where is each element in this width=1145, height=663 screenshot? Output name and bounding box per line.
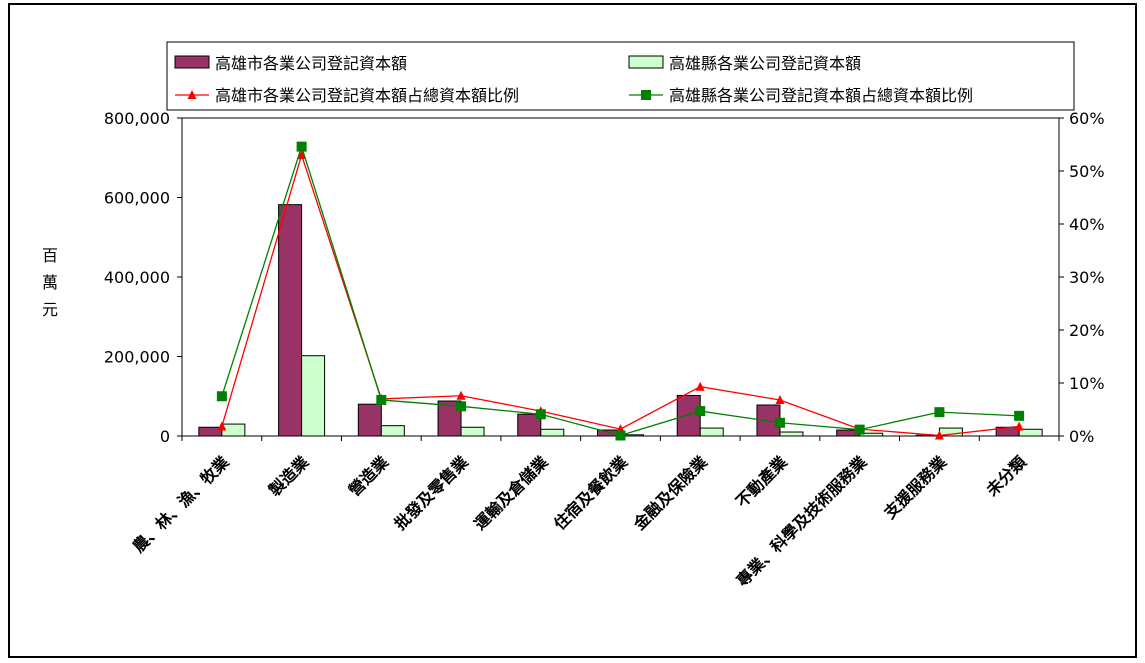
x-tick-label: 金融及保險業 — [629, 452, 712, 535]
legend-marker — [641, 90, 651, 100]
bar — [301, 355, 326, 437]
point — [854, 424, 865, 435]
bar — [1018, 428, 1043, 437]
x-tick-label: 製造業 — [264, 452, 313, 501]
bar — [380, 425, 405, 437]
point — [296, 141, 307, 152]
bar — [357, 403, 382, 437]
x-tick-label: 住宿及餐飲業 — [550, 452, 632, 534]
point — [216, 391, 227, 402]
point — [1014, 410, 1025, 421]
x-tick-label: 專業、科學及技術服務業 — [733, 452, 872, 591]
point — [456, 390, 466, 400]
y2-tick-label: 30% — [1069, 268, 1105, 287]
x-tick-label: 批發及零售業 — [391, 452, 473, 534]
point — [456, 401, 467, 412]
combo-chart: 0 200,000 400,000 600,000 800,000 0% 10% 20% 30%… — [42, 41, 1105, 591]
point — [774, 417, 785, 428]
point — [217, 421, 227, 431]
bar — [460, 426, 485, 437]
y2-tick-label: 10% — [1069, 374, 1105, 393]
y-axis-label: 元 — [42, 300, 58, 319]
bar — [517, 413, 542, 437]
x-tick-label: 運輸及倉儲業 — [470, 452, 552, 534]
legend-marker — [187, 90, 197, 99]
x-tick-label: 未分類 — [982, 452, 1031, 501]
chart-frame: 0 200,000 400,000 600,000 800,000 0% 10% 20% 30%… — [8, 3, 1137, 658]
legend-box — [166, 41, 1075, 111]
y-axis-label: 萬 — [42, 273, 58, 292]
x-tick-label: 農、林、漁、牧業 — [129, 452, 234, 557]
y-tick-label: 200,000 — [104, 348, 170, 367]
legend-label: 高雄市各業公司登記資本額占總資本額比例 — [215, 86, 519, 105]
point — [775, 394, 785, 404]
plot-area — [181, 117, 1060, 437]
bar — [699, 427, 724, 437]
y-tick-label: 800,000 — [104, 109, 170, 128]
point — [615, 430, 626, 441]
point — [297, 150, 307, 160]
y2-tick-label: 60% — [1069, 109, 1105, 128]
bar — [779, 431, 804, 437]
legend-swatch — [174, 55, 210, 69]
bar — [437, 400, 462, 437]
y-tick-label: 0 — [160, 427, 170, 446]
y-axis-label: 百 — [42, 246, 58, 265]
y2-tick-label: 0% — [1069, 427, 1094, 446]
point — [695, 381, 705, 391]
point — [934, 407, 945, 418]
legend-swatch — [628, 55, 664, 69]
legend-label: 高雄市各業公司登記資本額 — [215, 54, 407, 73]
point — [535, 409, 546, 420]
legend-label: 高雄縣各業公司登記資本額 — [669, 54, 861, 73]
x-tick-label: 營造業 — [345, 452, 393, 500]
x-tick-label: 支援服務業 — [880, 452, 951, 523]
point — [934, 430, 944, 440]
bar — [540, 428, 565, 437]
point — [1014, 421, 1024, 431]
y2-tick-label: 50% — [1069, 162, 1105, 181]
point — [695, 406, 706, 417]
y2-tick-label: 20% — [1069, 321, 1105, 340]
point — [376, 394, 387, 405]
bar — [278, 204, 303, 437]
x-tick-label: 不動產業 — [732, 452, 791, 511]
y2-tick-label: 40% — [1069, 215, 1105, 234]
y-tick-label: 600,000 — [104, 189, 170, 208]
legend-label: 高雄縣各業公司登記資本額占總資本額比例 — [669, 86, 973, 105]
y-tick-label: 400,000 — [104, 268, 170, 287]
